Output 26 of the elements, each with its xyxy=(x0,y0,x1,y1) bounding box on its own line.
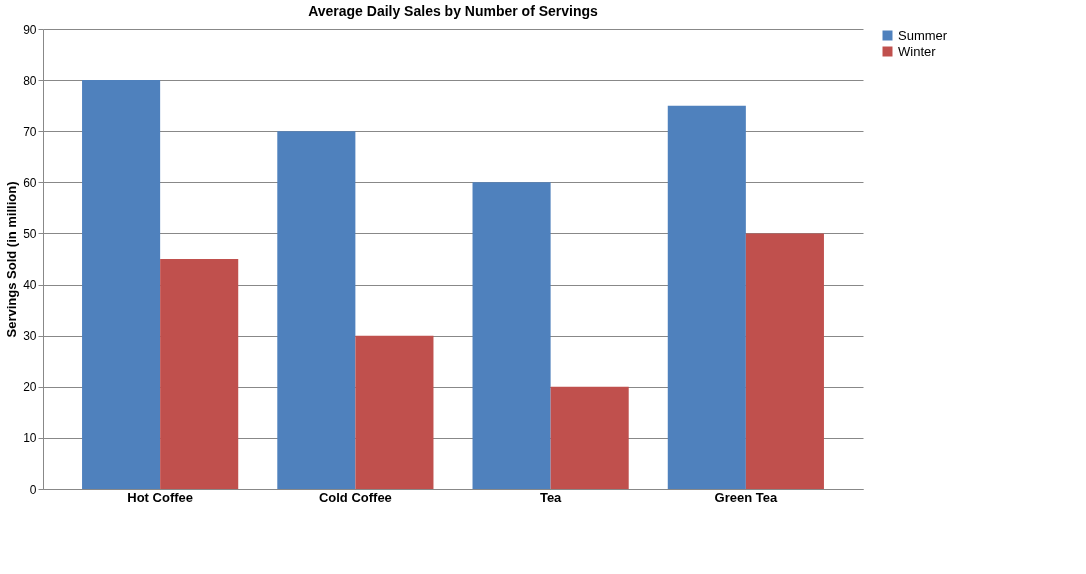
bar xyxy=(745,233,824,489)
x-tick-label: Cold Coffee xyxy=(318,489,392,505)
y-axis-title: Servings Sold (in million) xyxy=(4,181,20,338)
y-tick-label: 50 xyxy=(23,226,37,241)
legend-label: Summer xyxy=(898,27,948,43)
y-tick-label: 0 xyxy=(29,482,37,497)
bar xyxy=(667,105,746,489)
y-tick-label: 70 xyxy=(23,124,37,139)
bar xyxy=(355,335,434,489)
x-tick-label: Hot Coffee xyxy=(127,489,193,505)
bar xyxy=(277,131,356,489)
y-tick-label: 10 xyxy=(23,431,37,446)
y-tick-label: 80 xyxy=(23,73,37,88)
chart-title: Average Daily Sales by Number of Servings xyxy=(308,3,599,19)
y-tick-label: 20 xyxy=(23,380,37,395)
x-tick-label: Green Tea xyxy=(714,489,778,505)
bar xyxy=(550,386,629,489)
bar xyxy=(82,80,161,489)
y-tick-label: 30 xyxy=(23,329,37,344)
bar xyxy=(160,259,239,489)
x-tick-label: Tea xyxy=(539,489,563,505)
legend-label: Winter xyxy=(898,43,937,59)
y-tick-label: 40 xyxy=(23,278,37,293)
y-tick-label: 60 xyxy=(23,175,37,190)
bar xyxy=(472,182,551,489)
y-tick-label: 90 xyxy=(23,22,37,37)
